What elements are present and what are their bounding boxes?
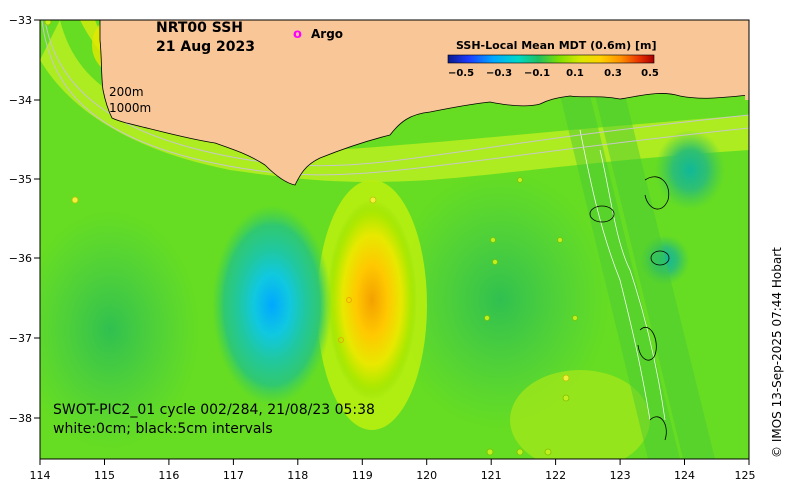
y-tick-label: −34 <box>9 94 32 107</box>
plot-frame <box>39 19 750 460</box>
colorbar-tick: −0.5 <box>448 68 474 79</box>
swot-contour-white <box>599 149 666 421</box>
swot-contour-white <box>579 129 651 421</box>
land-edge <box>745 20 749 100</box>
argo-float-marker <box>517 177 523 183</box>
x-tick-label: 124 <box>674 469 695 482</box>
ssh-low-central <box>390 170 610 430</box>
map-title: NRT00 SSH <box>156 20 243 36</box>
cold-eddy-southeast <box>640 235 690 285</box>
colorbar-scale <box>447 54 655 64</box>
x-tick-label: 116 <box>158 469 179 482</box>
argo-float-marker <box>562 374 570 382</box>
y-tick-label: −36 <box>9 252 32 265</box>
argo-float-marker <box>516 448 524 456</box>
argo-float-marker <box>346 297 352 303</box>
x-tick-label: 118 <box>287 469 308 482</box>
swot-contour-black <box>589 205 615 223</box>
swot-swath-west <box>560 95 680 459</box>
argo-float-marker <box>484 315 490 321</box>
swot-swath-east <box>595 95 715 459</box>
warm-eddy-core <box>327 200 417 400</box>
colorbar: SSH-Local Mean MDT (0.6m) [m] −0.5 −0.3 … <box>447 39 659 79</box>
cold-eddy <box>212 205 332 405</box>
colorbar-tick: 0.3 <box>604 68 622 79</box>
argo-float-marker <box>71 196 79 204</box>
swot-pass-label: SWOT-PIC2_01 cycle 002/284, 21/08/23 05:… <box>53 402 375 418</box>
swot-contour-black <box>644 176 670 210</box>
isobath-200m <box>44 20 749 167</box>
x-tick-label: 117 <box>223 469 244 482</box>
argo-float-marker <box>492 259 498 265</box>
argo-float-marker <box>486 448 494 456</box>
swot-contour-black <box>649 416 667 441</box>
swot-contour-black <box>650 250 670 266</box>
argo-legend-label: Argo <box>311 27 343 41</box>
y-tick-label: −37 <box>9 332 32 345</box>
isobath-1000m <box>41 20 749 176</box>
colorbar-tick: −0.3 <box>486 68 512 79</box>
argo-float-marker <box>562 394 570 402</box>
imos-credit: © IMOS 13-Sep-2025 07:44 Hobart <box>770 247 784 458</box>
cold-eddy-east <box>655 130 725 210</box>
colorbar-tick: −0.1 <box>524 68 550 79</box>
x-tick-label: 114 <box>30 469 51 482</box>
ssh-patch-south <box>510 370 650 459</box>
y-axis: −33 −34 −35 −36 −37 −38 <box>9 14 40 425</box>
y-tick-label: −38 <box>9 412 32 425</box>
x-tick-label: 125 <box>735 469 756 482</box>
swot-swaths <box>560 95 715 459</box>
isobath-label-200m: 200m <box>109 85 144 99</box>
isobath-label-1000m: 1000m <box>109 101 151 115</box>
colorbar-tick: 0.5 <box>641 68 659 79</box>
x-tick-label: 120 <box>416 469 437 482</box>
argo-float-marker <box>44 20 52 26</box>
colorbar-tick: 0.1 <box>566 68 584 79</box>
argo-float-marker <box>557 237 563 243</box>
swot-contour-legend: white:0cm; black:5cm intervals <box>53 421 273 437</box>
map-date: 21 Aug 2023 <box>156 39 255 55</box>
colorbar-title: SSH-Local Mean MDT (0.6m) [m] <box>456 39 656 52</box>
argo-float-marker <box>490 237 496 243</box>
argo-float-marker <box>369 196 377 204</box>
argo-floats <box>44 20 578 456</box>
x-axis: 114 115 116 117 118 119 120 121 122 123 … <box>30 459 756 482</box>
swot-contour-black <box>637 327 657 361</box>
x-tick-label: 121 <box>481 469 502 482</box>
argo-float-marker <box>572 315 578 321</box>
argo-float-marker <box>544 448 552 456</box>
x-tick-label: 115 <box>94 469 115 482</box>
x-tick-label: 119 <box>352 469 373 482</box>
argo-float-marker <box>338 337 344 343</box>
ssh-low-west <box>40 210 200 450</box>
y-tick-label: −35 <box>9 173 32 186</box>
x-tick-label: 123 <box>610 469 631 482</box>
x-tick-label: 122 <box>545 469 566 482</box>
argo-legend-symbol: o <box>293 27 302 42</box>
y-tick-label: −33 <box>9 14 32 27</box>
